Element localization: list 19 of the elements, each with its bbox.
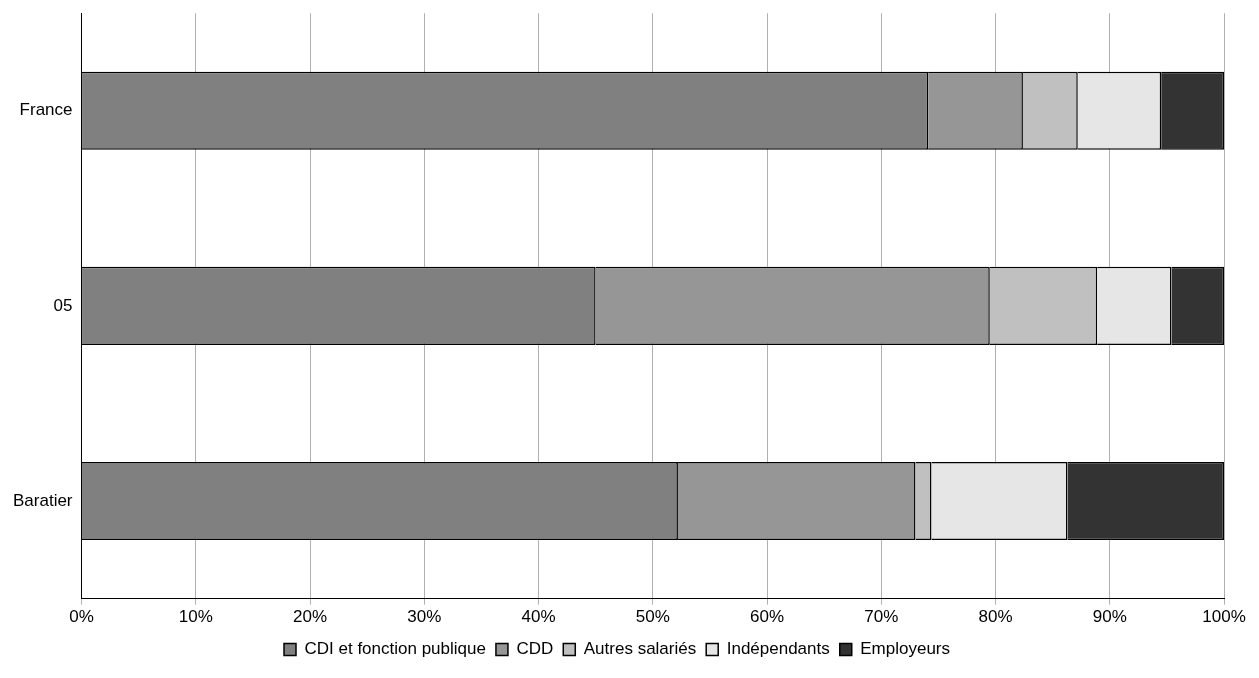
legend-label: Employeurs	[860, 639, 951, 659]
y-tick-label: 05	[53, 295, 73, 315]
x-tick-label: 10%	[178, 607, 213, 627]
legend-label: Indépendants	[726, 639, 830, 659]
x-tick-label: 60%	[749, 607, 785, 627]
x-tick-label: 30%	[407, 607, 442, 627]
x-tick-label: 40%	[521, 607, 556, 627]
legend-label: Autres salariés	[583, 639, 697, 659]
x-tick-label: 50%	[635, 607, 670, 627]
x-tick-label: 100%	[1202, 607, 1246, 627]
legend-label: CDD	[516, 639, 554, 659]
y-tick-label: France	[19, 100, 73, 120]
y-tick-label: Baratier	[12, 490, 73, 510]
x-tick-label: 20%	[293, 607, 328, 627]
x-tick-label: 90%	[1092, 607, 1127, 627]
x-tick-label: 0%	[69, 607, 94, 627]
x-tick-label: 70%	[864, 607, 899, 627]
legend-label: CDI et fonction publique	[304, 639, 486, 659]
x-tick-label: 80%	[978, 607, 1013, 627]
